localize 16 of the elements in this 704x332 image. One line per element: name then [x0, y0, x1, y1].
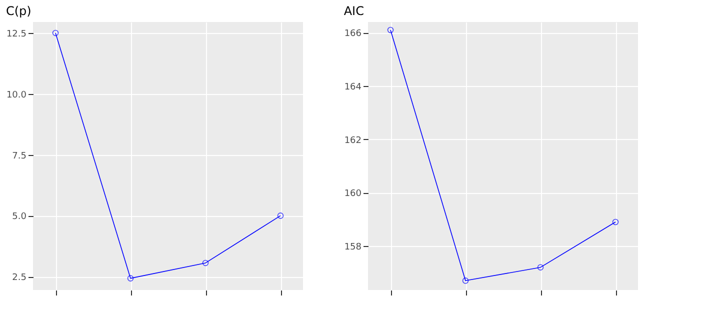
y-tick-label: 162: [344, 136, 362, 146]
chart-title: AIC: [344, 4, 364, 18]
y-tick-label: 158: [344, 242, 362, 252]
y-tick-label: 5.0: [12, 212, 27, 222]
y-tick-label: 164: [344, 82, 362, 92]
y-tick-label: 12.5: [6, 29, 26, 40]
y-tick-label: 2.5: [12, 273, 26, 284]
y-tick-label: 7.5: [12, 151, 26, 162]
y-tick-label: 160: [344, 189, 362, 200]
y-tick-label: 10.0: [6, 90, 27, 100]
point: [202, 260, 209, 266]
y-tick-label: 166: [344, 29, 362, 40]
point: [462, 278, 469, 284]
point: [127, 275, 134, 282]
point: [537, 264, 544, 270]
chart-title: C(p): [6, 4, 32, 18]
